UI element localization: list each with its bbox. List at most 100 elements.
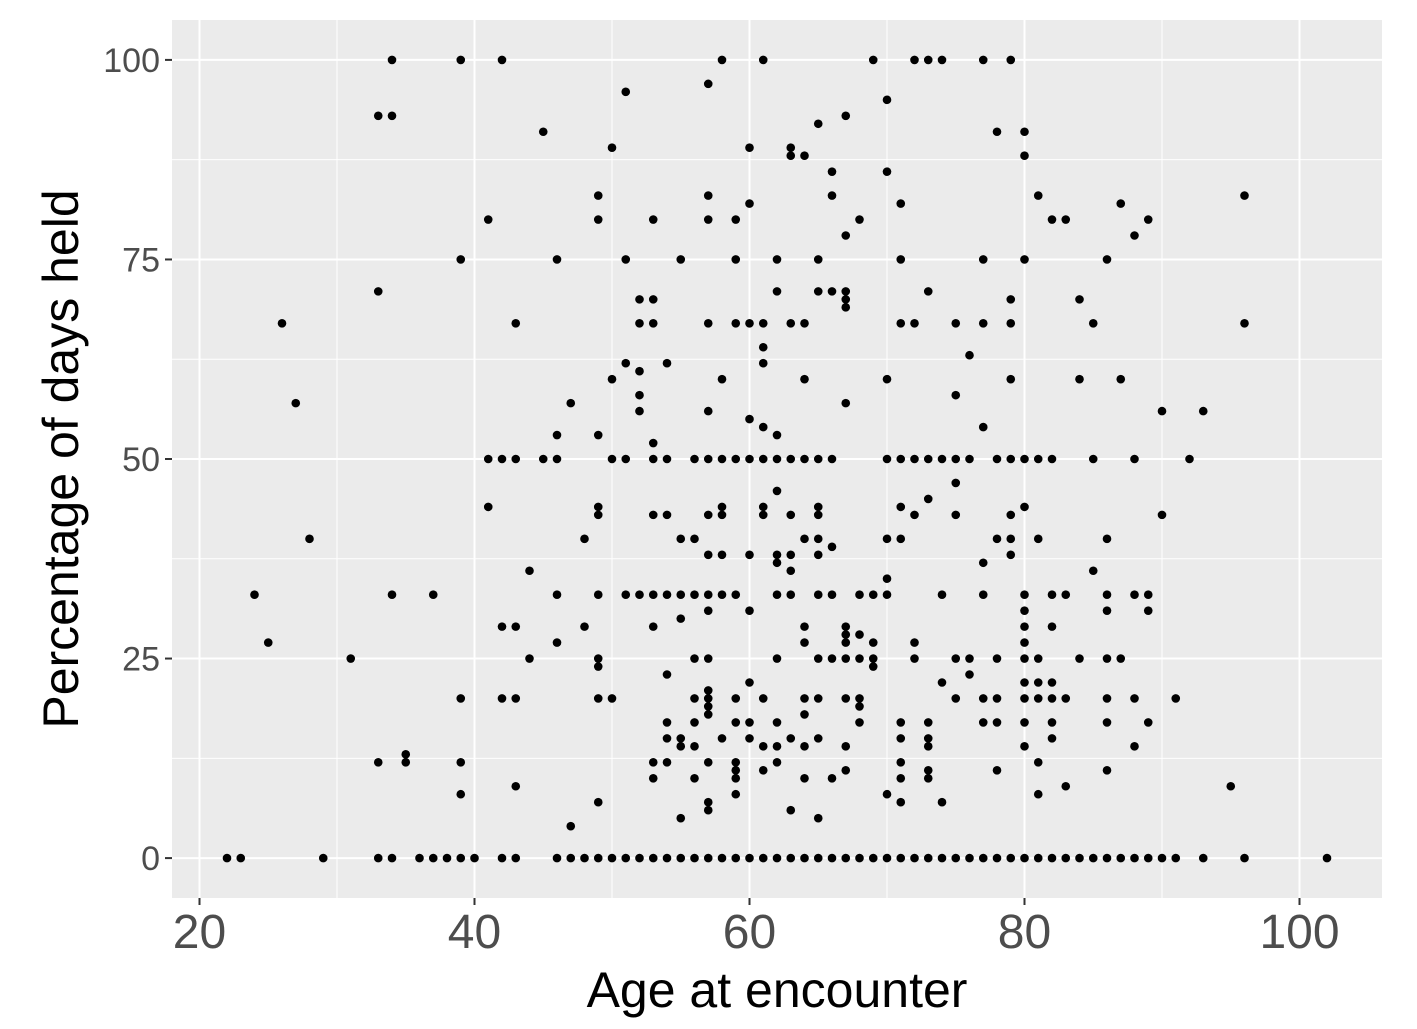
- data-point: [580, 534, 589, 544]
- data-point: [910, 454, 919, 464]
- data-point: [745, 143, 754, 153]
- data-point: [1006, 534, 1016, 544]
- data-point: [690, 742, 699, 751]
- data-point: [1143, 215, 1153, 224]
- data-point: [456, 758, 466, 767]
- data-point: [621, 87, 631, 97]
- data-point: [827, 853, 837, 863]
- data-point: [841, 111, 851, 121]
- data-point: [882, 167, 892, 176]
- data-point: [635, 366, 644, 376]
- data-point: [745, 199, 754, 208]
- data-point: [635, 319, 644, 328]
- data-point: [827, 542, 837, 552]
- data-point: [731, 758, 741, 767]
- data-point: [483, 502, 493, 512]
- data-point: [703, 758, 713, 767]
- data-point: [937, 55, 947, 65]
- data-point: [1130, 853, 1139, 863]
- data-point: [1047, 454, 1057, 464]
- data-point: [868, 853, 878, 863]
- data-point: [896, 718, 906, 727]
- data-point: [1047, 694, 1057, 703]
- data-point: [690, 654, 699, 663]
- data-point: [978, 422, 988, 432]
- data-point: [786, 590, 796, 599]
- data-point: [1033, 758, 1043, 767]
- data-point: [896, 319, 906, 328]
- data-point: [855, 215, 864, 224]
- data-point: [896, 734, 906, 743]
- data-point: [758, 765, 768, 775]
- data-point: [703, 606, 713, 615]
- data-point: [937, 678, 947, 687]
- data-point: [923, 734, 933, 743]
- data-point: [1185, 454, 1194, 464]
- data-point: [731, 853, 741, 863]
- data-point: [1116, 199, 1126, 208]
- data-point: [772, 758, 782, 767]
- data-point: [731, 765, 741, 775]
- data-point: [855, 718, 864, 727]
- data-point: [882, 95, 892, 105]
- data-point: [813, 694, 823, 703]
- data-point: [1020, 853, 1029, 863]
- data-point: [731, 789, 741, 799]
- data-point: [896, 199, 906, 208]
- data-point: [1143, 853, 1153, 863]
- data-point: [1102, 853, 1112, 863]
- data-point: [1006, 295, 1016, 304]
- data-point: [635, 390, 644, 400]
- data-point: [676, 590, 686, 599]
- data-point: [923, 454, 933, 464]
- data-point: [1130, 694, 1139, 703]
- data-point: [648, 215, 658, 224]
- data-point: [992, 718, 1002, 727]
- data-point: [662, 454, 672, 464]
- data-point: [662, 590, 672, 599]
- data-point: [868, 662, 878, 671]
- data-point: [1061, 694, 1071, 703]
- data-point: [800, 454, 809, 464]
- data-point: [758, 454, 768, 464]
- data-point: [731, 694, 741, 703]
- data-point: [662, 718, 672, 727]
- data-point: [813, 550, 823, 560]
- data-point: [758, 694, 768, 703]
- data-point: [1006, 853, 1016, 863]
- data-point: [1020, 151, 1029, 160]
- x-tick-label: 60: [723, 906, 776, 959]
- data-point: [813, 255, 823, 264]
- data-point: [703, 805, 713, 815]
- data-point: [978, 558, 988, 568]
- data-point: [758, 422, 768, 432]
- data-point: [745, 718, 754, 727]
- data-point: [497, 694, 507, 703]
- data-point: [593, 215, 603, 224]
- data-point: [923, 287, 933, 296]
- data-point: [580, 622, 589, 631]
- data-point: [717, 590, 727, 599]
- data-point: [896, 853, 906, 863]
- y-tick-label: 75: [122, 241, 160, 279]
- data-point: [676, 734, 686, 743]
- y-tick-label: 100: [103, 42, 160, 80]
- data-point: [511, 454, 521, 464]
- data-point: [978, 255, 988, 264]
- data-point: [992, 765, 1002, 775]
- data-point: [690, 590, 699, 599]
- data-point: [648, 295, 658, 304]
- data-point: [1088, 566, 1098, 576]
- data-point: [648, 319, 658, 328]
- data-point: [373, 758, 383, 767]
- data-point: [1088, 853, 1098, 863]
- data-point: [621, 853, 631, 863]
- data-point: [923, 765, 933, 775]
- data-point: [800, 622, 809, 631]
- data-point: [855, 702, 864, 711]
- data-point: [621, 590, 631, 599]
- data-point: [703, 406, 713, 416]
- data-point: [483, 454, 493, 464]
- data-point: [690, 773, 699, 783]
